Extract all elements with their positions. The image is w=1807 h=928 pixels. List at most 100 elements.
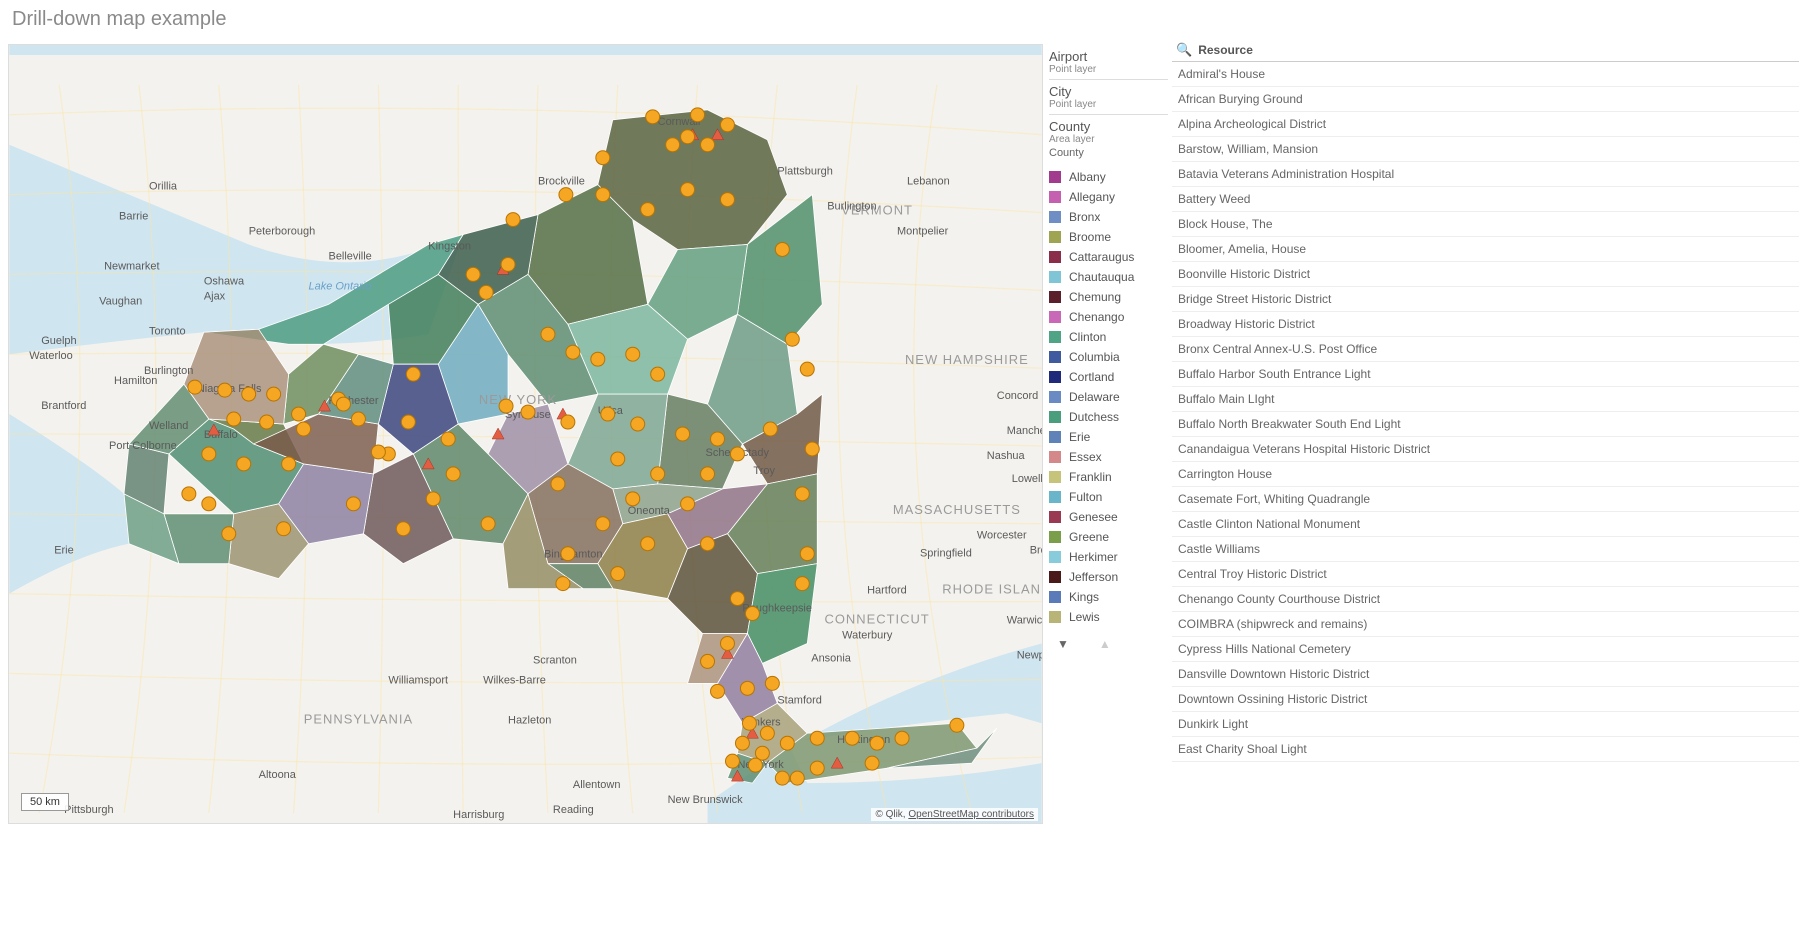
resource-item[interactable]: Bloomer, Amelia, House bbox=[1172, 237, 1799, 262]
resource-item[interactable]: COIMBRA (shipwreck and remains) bbox=[1172, 612, 1799, 637]
legend-item[interactable]: Essex bbox=[1049, 447, 1168, 467]
svg-text:Toronto: Toronto bbox=[149, 325, 186, 337]
resource-item[interactable]: Dansville Downtown Historic District bbox=[1172, 662, 1799, 687]
resource-item[interactable]: Broadway Historic District bbox=[1172, 312, 1799, 337]
legend-swatch bbox=[1049, 311, 1061, 323]
resource-item[interactable]: Alpina Archeological District bbox=[1172, 112, 1799, 137]
legend-layer[interactable]: AirportPoint layer bbox=[1049, 45, 1168, 80]
legend-swatch bbox=[1049, 391, 1061, 403]
svg-text:Brockville: Brockville bbox=[538, 176, 585, 188]
legend-layer-sub: Area layer bbox=[1049, 134, 1168, 145]
legend-swatch bbox=[1049, 411, 1061, 423]
legend-layer[interactable]: CityPoint layer bbox=[1049, 80, 1168, 115]
svg-text:Newmarket: Newmarket bbox=[104, 260, 159, 272]
resource-item[interactable]: Barstow, William, Mansion bbox=[1172, 137, 1799, 162]
resource-item[interactable]: Battery Weed bbox=[1172, 187, 1799, 212]
svg-text:Montpelier: Montpelier bbox=[897, 226, 949, 238]
resource-header-label: Resource bbox=[1198, 43, 1253, 57]
resource-item[interactable]: Casemate Fort, Whiting Quadrangle bbox=[1172, 487, 1799, 512]
resource-header[interactable]: 🔍 Resource bbox=[1172, 39, 1799, 62]
legend-item-label: Dutchess bbox=[1069, 410, 1119, 424]
resource-item[interactable]: Buffalo North Breakwater South End Light bbox=[1172, 412, 1799, 437]
resource-item[interactable]: Admiral's House bbox=[1172, 62, 1799, 87]
svg-text:Oshawa: Oshawa bbox=[204, 275, 245, 287]
legend-swatch bbox=[1049, 471, 1061, 483]
legend-page-down-icon[interactable]: ▼ bbox=[1057, 637, 1069, 651]
resource-item[interactable]: Castle Clinton National Monument bbox=[1172, 512, 1799, 537]
legend-swatch bbox=[1049, 171, 1061, 183]
svg-text:Harrisburg: Harrisburg bbox=[453, 809, 504, 821]
svg-text:Guelph: Guelph bbox=[41, 335, 76, 347]
legend-layer[interactable]: CountyArea layerCounty bbox=[1049, 115, 1168, 163]
svg-text:Manchester: Manchester bbox=[1007, 425, 1042, 437]
legend-item[interactable]: Clinton bbox=[1049, 327, 1168, 347]
svg-text:Oneonta: Oneonta bbox=[628, 505, 671, 517]
resource-item[interactable]: Dunkirk Light bbox=[1172, 712, 1799, 737]
legend-item[interactable]: Chemung bbox=[1049, 287, 1168, 307]
resource-item[interactable]: Downtown Ossining Historic District bbox=[1172, 687, 1799, 712]
legend-item[interactable]: Erie bbox=[1049, 427, 1168, 447]
legend-item[interactable]: Bronx bbox=[1049, 207, 1168, 227]
legend-item[interactable]: Columbia bbox=[1049, 347, 1168, 367]
resource-item[interactable]: Castle Williams bbox=[1172, 537, 1799, 562]
resource-item[interactable]: Boonville Historic District bbox=[1172, 262, 1799, 287]
legend-item[interactable]: Albany bbox=[1049, 167, 1168, 187]
legend-item[interactable]: Genesee bbox=[1049, 507, 1168, 527]
legend-item[interactable]: Franklin bbox=[1049, 467, 1168, 487]
legend-layer-title: County bbox=[1049, 119, 1168, 134]
svg-text:Ansonia: Ansonia bbox=[811, 652, 852, 664]
resource-item[interactable]: Batavia Veterans Administration Hospital bbox=[1172, 162, 1799, 187]
legend-item-label: Broome bbox=[1069, 230, 1111, 244]
legend-item[interactable]: Greene bbox=[1049, 527, 1168, 547]
legend-item[interactable]: Fulton bbox=[1049, 487, 1168, 507]
legend-swatch bbox=[1049, 551, 1061, 563]
resource-item[interactable]: Bridge Street Historic District bbox=[1172, 287, 1799, 312]
legend-swatch bbox=[1049, 251, 1061, 263]
osm-link[interactable]: OpenStreetMap contributors bbox=[908, 809, 1034, 820]
resource-item[interactable]: East Charity Shoal Light bbox=[1172, 737, 1799, 762]
resource-item[interactable]: Carrington House bbox=[1172, 462, 1799, 487]
svg-text:Williamsport: Williamsport bbox=[388, 674, 448, 686]
legend-item[interactable]: Allegany bbox=[1049, 187, 1168, 207]
resource-item[interactable]: Canandaigua Veterans Hospital Historic D… bbox=[1172, 437, 1799, 462]
resource-item[interactable]: Central Troy Historic District bbox=[1172, 562, 1799, 587]
resource-item[interactable]: African Burying Ground bbox=[1172, 87, 1799, 112]
legend-swatch bbox=[1049, 611, 1061, 623]
svg-text:Orillia: Orillia bbox=[149, 181, 178, 193]
legend-item-label: Chemung bbox=[1069, 290, 1121, 304]
legend-item[interactable]: Cortland bbox=[1049, 367, 1168, 387]
resource-item[interactable]: Block House, The bbox=[1172, 212, 1799, 237]
legend-item[interactable]: Chenango bbox=[1049, 307, 1168, 327]
svg-text:Stamford: Stamford bbox=[777, 694, 822, 706]
legend-item-label: Chenango bbox=[1069, 310, 1124, 324]
legend-item[interactable]: Chautauqua bbox=[1049, 267, 1168, 287]
legend-item[interactable]: Cattaraugus bbox=[1049, 247, 1168, 267]
svg-text:Peterborough: Peterborough bbox=[249, 226, 315, 238]
svg-text:Hartford: Hartford bbox=[867, 585, 907, 597]
resource-panel: 🔍 Resource Admiral's HouseAfrican Buryin… bbox=[1172, 39, 1799, 919]
legend-item[interactable]: Kings bbox=[1049, 587, 1168, 607]
legend-item[interactable]: Dutchess bbox=[1049, 407, 1168, 427]
svg-text:New Brunswick: New Brunswick bbox=[668, 794, 743, 806]
legend-item[interactable]: Jefferson bbox=[1049, 567, 1168, 587]
legend-item[interactable]: Broome bbox=[1049, 227, 1168, 247]
legend-item-label: Bronx bbox=[1069, 210, 1100, 224]
legend-swatch bbox=[1049, 451, 1061, 463]
legend-item-label: Lewis bbox=[1069, 610, 1100, 624]
legend-item-label: Allegany bbox=[1069, 190, 1115, 204]
resource-item[interactable]: Cypress Hills National Cemetery bbox=[1172, 637, 1799, 662]
legend-page-up-icon[interactable]: ▲ bbox=[1099, 637, 1111, 651]
svg-text:RHODE ISLAND: RHODE ISLAND bbox=[942, 582, 1042, 597]
map-container[interactable]: VERMONTNEW HAMPSHIREMASSACHUSETTSRHODE I… bbox=[8, 44, 1043, 824]
resource-item[interactable]: Bronx Central Annex-U.S. Post Office bbox=[1172, 337, 1799, 362]
svg-text:Worcester: Worcester bbox=[977, 530, 1027, 542]
svg-text:Nashua: Nashua bbox=[987, 450, 1026, 462]
legend-item[interactable]: Delaware bbox=[1049, 387, 1168, 407]
legend-item-label: Herkimer bbox=[1069, 550, 1118, 564]
legend-swatch bbox=[1049, 571, 1061, 583]
resource-item[interactable]: Buffalo Main LIght bbox=[1172, 387, 1799, 412]
legend-item[interactable]: Herkimer bbox=[1049, 547, 1168, 567]
resource-item[interactable]: Chenango County Courthouse District bbox=[1172, 587, 1799, 612]
resource-item[interactable]: Buffalo Harbor South Entrance Light bbox=[1172, 362, 1799, 387]
legend-item[interactable]: Lewis bbox=[1049, 607, 1168, 627]
